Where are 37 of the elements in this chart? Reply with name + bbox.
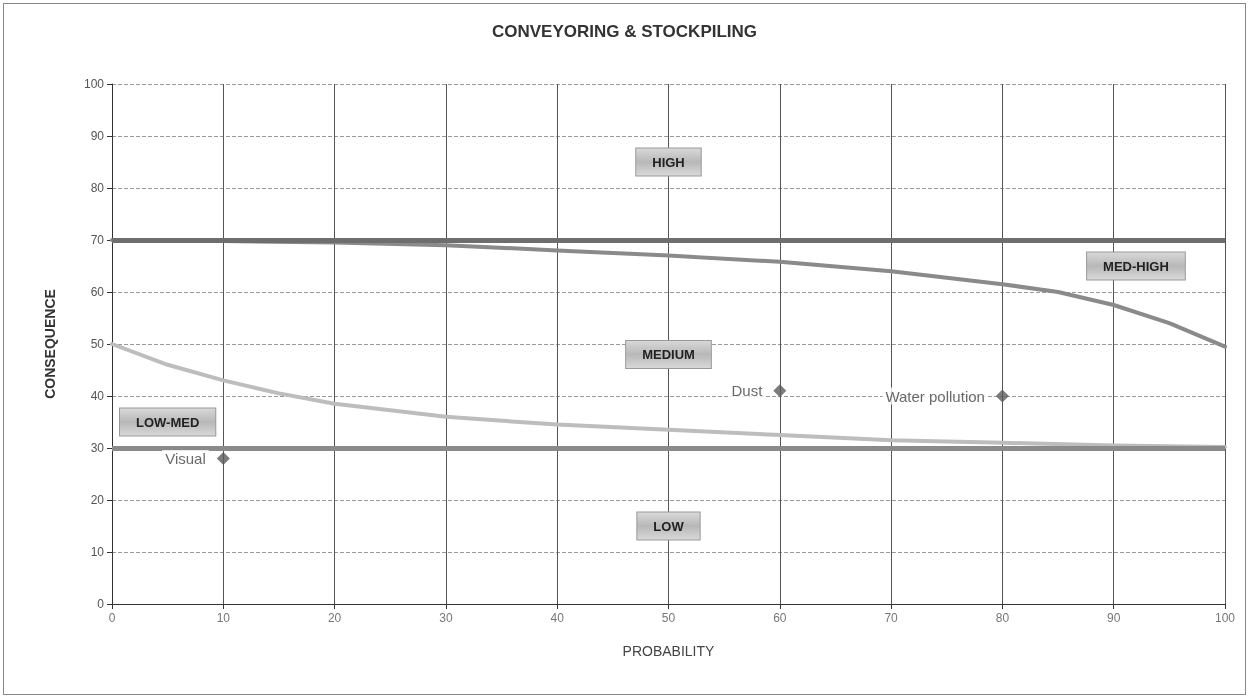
- y-tick-label: 70: [90, 233, 105, 247]
- point: [995, 389, 1009, 403]
- x-tick-label: 40: [550, 611, 565, 625]
- annotation: MEDIUM: [642, 346, 695, 362]
- y-tick-label: 80: [90, 181, 105, 195]
- chart-title: CONVEYORING & STOCKPILING: [491, 22, 758, 41]
- annotation: LOW: [653, 518, 685, 534]
- x-tick-label: 80: [995, 611, 1010, 625]
- y-tick-label: 60: [90, 285, 105, 299]
- line-series: [110, 342, 1227, 449]
- y-axis-title: CONSEQUENCE: [42, 289, 58, 399]
- data-label: Water pollution: [885, 387, 985, 405]
- x-tick-label: 0: [108, 611, 116, 625]
- x-tick-label: 70: [884, 611, 899, 625]
- x-tick-label: 100: [1214, 611, 1236, 625]
- y-tick-label: 30: [90, 441, 105, 455]
- annotation: LOW-MED: [136, 414, 200, 430]
- y-tick-label: 20: [90, 493, 105, 507]
- annotation: MED-HIGH: [1103, 258, 1169, 274]
- y-tick-label: 40: [90, 389, 105, 403]
- x-tick-label: 20: [327, 611, 342, 625]
- y-tick-label: 50: [90, 337, 105, 351]
- x-tick-label: 50: [661, 611, 676, 625]
- point: [216, 451, 230, 465]
- annotation: HIGH: [652, 154, 685, 170]
- x-tick-label: 10: [216, 611, 231, 625]
- x-tick-label: 30: [439, 611, 453, 625]
- y-tick-label: 100: [83, 77, 105, 91]
- x-tick-label: 60: [773, 611, 787, 625]
- data-label: Dust: [731, 382, 764, 400]
- x-tick-label: 90: [1107, 611, 1121, 625]
- point: [773, 384, 787, 398]
- y-tick-label: 0: [97, 597, 105, 611]
- y-tick-label: 10: [90, 545, 105, 559]
- data-label: Visual: [165, 449, 206, 467]
- y-tick-label: 90: [90, 129, 105, 143]
- x-axis-title: PROBABILITY: [622, 643, 716, 659]
